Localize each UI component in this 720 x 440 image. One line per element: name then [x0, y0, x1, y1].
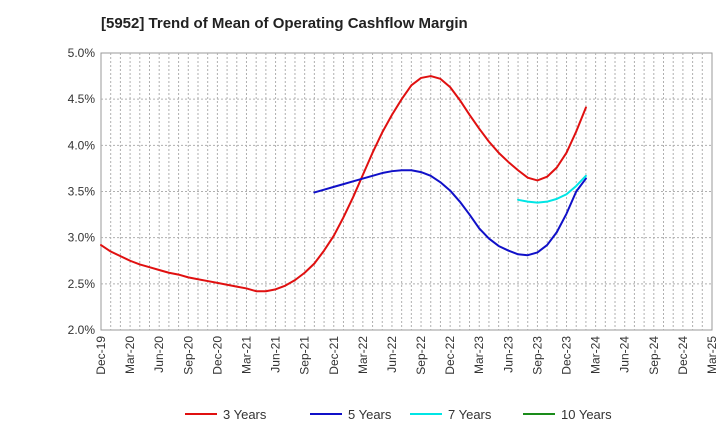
y-tick-label: 4.5% [68, 92, 96, 106]
x-tick-label: Sep-22 [414, 336, 428, 375]
x-tick-label: Dec-23 [560, 336, 574, 375]
series-line-5-years [313, 169, 587, 257]
chart-title: [5952] Trend of Mean of Operating Cashfl… [101, 15, 468, 32]
legend-label: 5 Years [348, 407, 392, 422]
legend-label: 10 Years [561, 407, 612, 422]
x-tick-label: Mar-20 [123, 336, 137, 374]
series-line-7-years [517, 174, 587, 204]
grid [101, 53, 712, 330]
x-tick-label: Dec-22 [443, 336, 457, 375]
series-lines [100, 75, 587, 293]
x-tick-label: Mar-23 [472, 336, 486, 374]
legend-label: 7 Years [448, 407, 492, 422]
y-tick-label: 2.0% [68, 323, 96, 337]
x-tick-label: Jun-22 [385, 336, 399, 373]
y-tick-label: 2.5% [68, 277, 96, 291]
x-tick-label: Mar-25 [705, 336, 719, 374]
x-tick-label: Jun-23 [501, 336, 515, 373]
x-tick-label: Dec-24 [676, 336, 690, 375]
legend-label: 3 Years [223, 407, 267, 422]
x-tick-label: Jun-24 [618, 336, 632, 373]
x-tick-label: Sep-24 [647, 336, 661, 375]
x-tick-label: Mar-24 [589, 336, 603, 374]
x-tick-label: Sep-23 [530, 336, 544, 375]
axes: 2.0% 2.5% 3.0% 3.5% 4.0% 4.5% 5.0% Dec-19 Mar-20… [68, 46, 719, 375]
x-tick-label: Dec-19 [94, 336, 108, 375]
x-tick-label: Jun-20 [152, 336, 166, 373]
y-tick-label: 4.0% [68, 138, 96, 152]
y-tick-label: 3.5% [68, 185, 96, 199]
x-tick-label: Jun-21 [269, 336, 283, 373]
x-tick-label: Dec-21 [327, 336, 341, 375]
legend: 3 Years 5 Years 7 Years 10 Years [185, 407, 612, 422]
x-tick-label: Sep-21 [298, 336, 312, 375]
y-tick-label: 5.0% [68, 46, 96, 60]
y-tick-label: 3.0% [68, 231, 96, 245]
x-tick-label: Mar-22 [356, 336, 370, 374]
series-line-3-years [100, 75, 587, 293]
x-tick-label: Dec-20 [210, 336, 224, 375]
x-tick-label: Mar-21 [239, 336, 253, 374]
x-tick-label: Sep-20 [181, 336, 195, 375]
